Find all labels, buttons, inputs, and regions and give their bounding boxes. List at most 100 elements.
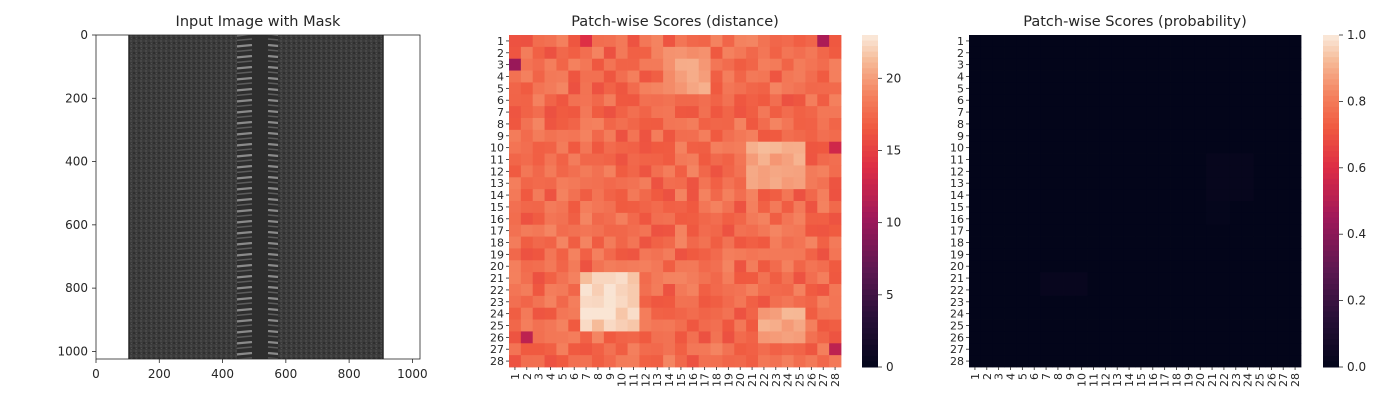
heatmap-cell — [746, 260, 759, 273]
heatmap-cell — [651, 331, 664, 344]
colorbar-segment — [1323, 284, 1339, 291]
heatmap-cell — [1265, 212, 1278, 226]
heatmap-cell — [651, 189, 664, 202]
heatmap-cell — [817, 82, 830, 95]
heatmap-cell — [1099, 201, 1112, 214]
heatmap-cell — [829, 212, 842, 226]
heatmap-cell — [1158, 295, 1171, 309]
heatmap-cell — [1087, 118, 1100, 131]
colorbar-segment — [1323, 151, 1339, 158]
heatmap-cell — [1016, 201, 1029, 214]
heatmap-cell — [520, 177, 534, 190]
heatmap-cell — [980, 106, 994, 119]
heatmap-cell — [722, 46, 735, 60]
heatmap-cell — [710, 129, 723, 143]
heatmap-cell — [1028, 165, 1041, 178]
heatmap-cell — [1206, 153, 1219, 166]
heatmap-cell — [1075, 343, 1088, 356]
y-tick-label: 18 — [950, 237, 964, 250]
heatmap-cell — [1241, 118, 1254, 131]
heatmap-cell — [1111, 224, 1124, 237]
heatmap-cell — [1206, 295, 1219, 309]
heatmap-cell — [1135, 165, 1148, 178]
heatmap-cell — [603, 177, 617, 190]
heatmap-cell — [639, 272, 652, 285]
colorbar-segment — [1323, 250, 1339, 257]
heatmap-cell — [769, 284, 783, 297]
heatmap-cell — [568, 224, 581, 237]
heatmap-cell — [1063, 94, 1077, 107]
heatmap-cell — [1194, 46, 1207, 60]
heatmap-cell — [722, 272, 735, 285]
heatmap-cell — [793, 106, 806, 119]
heatmap-cell — [1170, 153, 1183, 166]
heatmap-cell — [1063, 141, 1077, 154]
heatmap-cell — [1135, 177, 1148, 190]
heatmap-cell — [793, 319, 806, 332]
panel-probability-title: Patch-wise Scores (probability) — [1023, 14, 1246, 30]
heatmap-cell — [805, 331, 818, 344]
heatmap-cell — [710, 224, 723, 237]
x-tick-label: 1000 — [397, 367, 428, 381]
heatmap-cell — [829, 307, 842, 320]
heatmap-cell — [509, 58, 522, 71]
heatmap-cell — [556, 35, 569, 48]
heatmap-cell — [1075, 82, 1088, 95]
heatmap-cell — [1040, 355, 1053, 368]
heatmap-cell — [1229, 295, 1243, 309]
heatmap-cell — [1170, 70, 1183, 83]
heatmap-cell — [722, 58, 735, 71]
heatmap-cell — [1218, 248, 1231, 261]
heatmap-cell — [781, 343, 794, 356]
heatmap-cell — [1063, 189, 1077, 202]
heatmap-cell — [980, 272, 994, 285]
colorbar-segment — [1323, 79, 1339, 86]
heatmap-cell — [769, 58, 783, 71]
heatmap-cell — [793, 82, 806, 95]
heatmap-cell — [532, 141, 545, 154]
heatmap-cell — [556, 177, 569, 190]
heatmap-cell — [1099, 94, 1112, 107]
heatmap-cell — [615, 35, 628, 48]
heatmap-cell — [1218, 224, 1231, 237]
heatmap-cell — [1218, 260, 1231, 273]
heatmap-cell — [1040, 58, 1053, 71]
heatmap-cell — [1206, 58, 1219, 71]
heatmap-cell — [1289, 248, 1302, 261]
heatmap-cell — [1135, 248, 1148, 261]
colorbar-segment — [862, 328, 878, 335]
heatmap-cell — [1135, 153, 1148, 166]
heatmap-cell — [1289, 236, 1302, 249]
heatmap-cell — [969, 46, 982, 60]
heatmap-cell — [568, 307, 581, 320]
heatmap-cell — [980, 343, 994, 356]
heatmap-cell — [1229, 272, 1243, 285]
x-tick-label: 14 — [663, 373, 676, 387]
heatmap-cell — [532, 248, 545, 261]
heatmap-cell — [1289, 177, 1302, 190]
y-tick-label: 5 — [957, 82, 964, 95]
y-tick-label: 17 — [950, 225, 964, 238]
heatmap-cell — [1229, 141, 1243, 154]
heatmap-cell — [651, 295, 664, 309]
heatmap-cell — [615, 94, 628, 107]
heatmap-cell — [1135, 129, 1148, 143]
heatmap-cell — [710, 201, 723, 214]
heatmap-cell — [1289, 224, 1302, 237]
heatmap-cell — [1040, 106, 1053, 119]
heatmap-cell — [746, 129, 759, 143]
heatmap-cell — [969, 82, 982, 95]
heatmap-cell — [1016, 94, 1029, 107]
heatmap-cell — [1004, 141, 1017, 154]
colorbar-segment — [862, 201, 878, 208]
x-tick-label: 16 — [687, 373, 700, 387]
heatmap-cell — [1277, 94, 1290, 107]
heatmap-cell — [639, 355, 652, 368]
heatmap-cell — [1146, 129, 1160, 143]
heatmap-cell — [793, 331, 806, 344]
heatmap-cell — [1087, 272, 1100, 285]
heatmap-cell — [1087, 248, 1100, 261]
heatmap-cell — [532, 260, 545, 273]
heatmap-cell — [980, 153, 994, 166]
heatmap-cell — [722, 212, 735, 226]
